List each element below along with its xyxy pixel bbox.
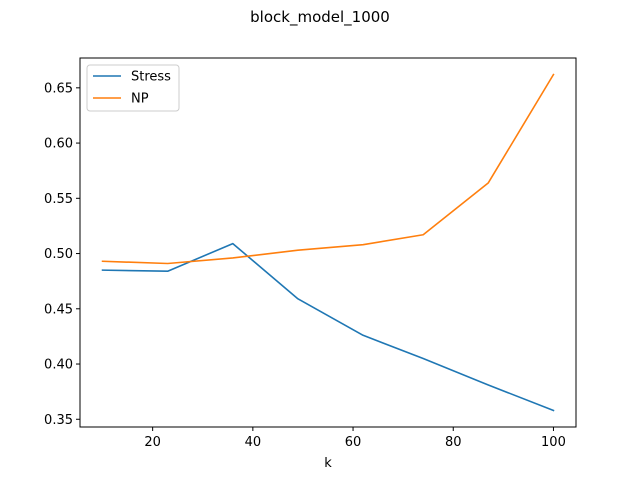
y-tick-label: 0.40 [44,358,73,373]
y-tick-label: 0.35 [44,413,73,428]
plot-frame [79,57,577,428]
legend-label-stress: Stress [131,70,171,85]
y-tick-label: 0.60 [44,137,73,152]
y-tick-label: 0.45 [44,302,73,317]
y-tick-label: 0.50 [44,247,73,262]
series-line-np [101,73,555,265]
series-layer [101,73,555,412]
legend-label-np: NP [131,92,149,107]
legend: Stress NP [86,64,180,112]
x-axis-label: k [324,456,332,471]
x-axis: 20 40 60 80 100 [144,427,566,450]
y-tick-label: 0.65 [44,81,73,96]
x-tick-label: 20 [144,435,161,450]
chart-title: block_model_1000 [250,8,390,27]
plot-area [80,58,576,427]
series-line-stress [101,242,555,412]
y-axis: 0.35 0.40 0.45 0.50 0.55 0.60 0.65 [44,81,80,428]
x-tick-label: 60 [345,435,362,450]
y-tick-label: 0.55 [44,192,73,207]
x-tick-label: 100 [541,435,566,450]
x-tick-label: 40 [245,435,262,450]
x-tick-label: 80 [445,435,462,450]
